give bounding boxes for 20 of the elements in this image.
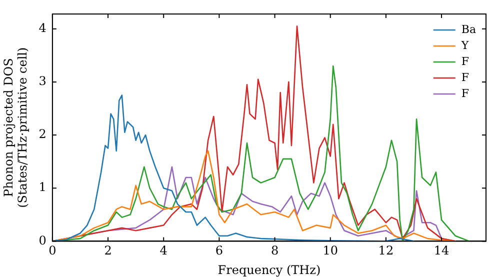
y-tick-label: 3 <box>38 74 46 88</box>
x-tick-label: 10 <box>322 244 338 258</box>
y-tick-label: 0 <box>38 233 46 248</box>
legend-label: Y <box>460 38 470 52</box>
legend-label: F <box>461 70 470 84</box>
x-tick-label: 4 <box>160 244 168 258</box>
legend-label: Ba <box>461 22 476 36</box>
x-tick-label: 14 <box>434 244 450 258</box>
y-axis-title: Phonon projected DOS (States/THz·primitive cell) <box>1 47 30 208</box>
y-tick-label: 1 <box>38 180 46 194</box>
x-tick-label: 6 <box>215 244 224 258</box>
y-tick-label: 4 <box>38 20 47 35</box>
y-tick-label: 2 <box>38 127 46 142</box>
legend-label: F <box>461 86 470 100</box>
x-tick-label: 8 <box>270 244 279 258</box>
x-axis-title: Frequency (THz) <box>218 262 321 277</box>
x-tick-label: 12 <box>378 244 394 258</box>
x-tick-label: 0 <box>48 244 56 258</box>
x-tick-label: 2 <box>104 244 112 258</box>
legend-label: F <box>461 54 470 68</box>
